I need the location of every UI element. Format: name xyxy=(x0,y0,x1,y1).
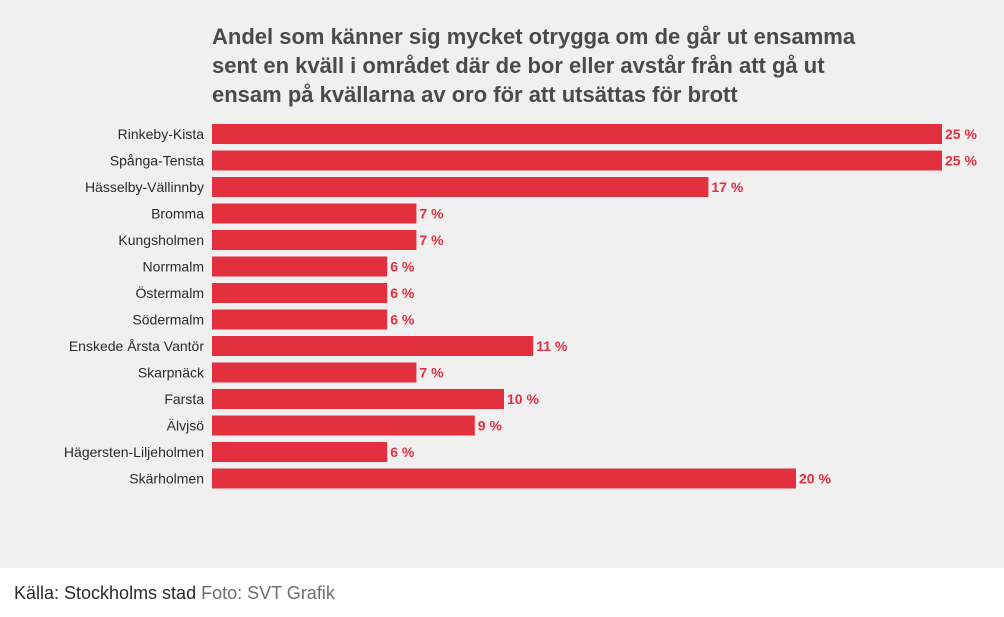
value-label: 20 % xyxy=(799,471,831,487)
caption-credit: Foto: SVT Grafik xyxy=(201,583,335,603)
category-label: Skärholmen xyxy=(129,471,204,487)
value-label: 10 % xyxy=(507,391,539,407)
category-label: Hässelby-Vällinnby xyxy=(85,179,204,195)
caption-source: Källa: Stockholms stad xyxy=(14,583,197,603)
bar xyxy=(212,336,534,356)
category-label: Hägersten-Liljeholmen xyxy=(64,444,204,460)
bar-chart: Rinkeby-Kista 25 % Spånga-Tensta 25 % Hässel… xyxy=(64,124,977,489)
bar xyxy=(212,468,796,489)
bar xyxy=(212,309,388,330)
bar xyxy=(212,283,388,303)
value-label: 7 % xyxy=(419,232,444,248)
chart-graphic: Andel som känner sig mycket otrygga om d… xyxy=(0,0,1004,568)
value-label: 9 % xyxy=(478,418,503,434)
bar xyxy=(212,177,709,197)
value-label: 7 % xyxy=(419,365,444,381)
category-label: Norrmalm xyxy=(143,259,204,275)
category-label: Södermalm xyxy=(132,312,204,328)
value-label: 17 % xyxy=(711,179,743,195)
bar xyxy=(212,362,417,383)
bar xyxy=(212,442,388,462)
bar xyxy=(212,230,417,250)
value-label: 25 % xyxy=(945,126,977,142)
value-label: 6 % xyxy=(390,444,415,460)
value-label: 6 % xyxy=(390,259,415,275)
chart-title: Andel som känner sig mycket otrygga om d… xyxy=(212,24,856,107)
category-label: Skarpnäck xyxy=(138,365,205,381)
category-label: Enskede Årsta Vantör xyxy=(69,338,204,354)
bar xyxy=(212,203,417,224)
category-label: Östermalm xyxy=(136,284,204,301)
value-label: 7 % xyxy=(419,206,444,222)
bar xyxy=(212,256,388,277)
category-label: Bromma xyxy=(151,206,204,222)
bar xyxy=(212,124,942,144)
category-label: Älvjsö xyxy=(167,418,205,434)
category-label: Rinkeby-Kista xyxy=(118,126,205,142)
category-label: Kungsholmen xyxy=(118,232,204,248)
value-label: 6 % xyxy=(390,285,415,301)
bar xyxy=(212,150,942,171)
bar xyxy=(212,415,475,436)
value-label: 25 % xyxy=(945,153,977,169)
value-label: 6 % xyxy=(390,312,415,328)
image-caption: Källa: Stockholms stad Foto: SVT Grafik xyxy=(14,582,335,604)
bar xyxy=(212,389,504,409)
category-label: Spånga-Tensta xyxy=(110,153,204,169)
category-label: Farsta xyxy=(164,391,204,407)
value-label: 11 % xyxy=(536,338,568,354)
